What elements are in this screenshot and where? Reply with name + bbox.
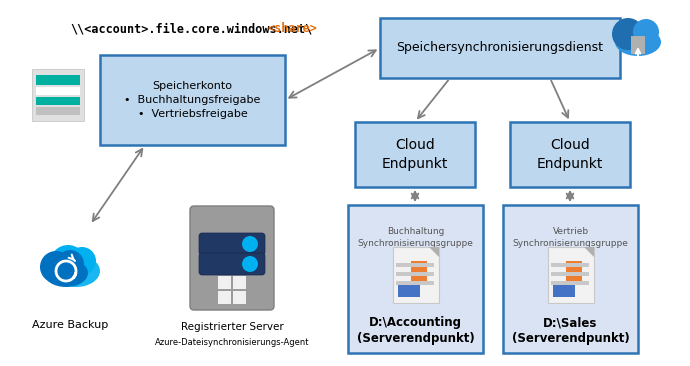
FancyBboxPatch shape [396,281,434,285]
Text: D:\Sales
(Serverendpunkt): D:\Sales (Serverendpunkt) [511,316,629,345]
Polygon shape [584,247,594,257]
FancyBboxPatch shape [190,206,274,310]
Text: D:\Accounting
(Serverendpunkt): D:\Accounting (Serverendpunkt) [357,316,475,345]
FancyBboxPatch shape [510,122,630,187]
Circle shape [612,18,644,50]
FancyBboxPatch shape [233,291,246,304]
Text: Azure Backup: Azure Backup [32,320,108,330]
FancyBboxPatch shape [218,291,231,304]
FancyBboxPatch shape [551,263,589,267]
Circle shape [242,256,258,272]
FancyBboxPatch shape [233,276,246,289]
FancyBboxPatch shape [398,285,420,297]
Text: \\<account>.file.core.windows.net\: \\<account>.file.core.windows.net\ [70,22,313,35]
FancyBboxPatch shape [355,122,475,187]
Text: Buchhaltung
Synchronisierungsgruppe: Buchhaltung Synchronisierungsgruppe [357,227,473,248]
Text: Speicherkonto
•  Buchhaltungsfreigabe
•  Vertriebsfreigabe: Speicherkonto • Buchhaltungsfreigabe • V… [124,81,261,119]
FancyBboxPatch shape [551,272,589,276]
FancyBboxPatch shape [396,272,434,276]
Text: Vertrieb
Synchronisierungsgruppe: Vertrieb Synchronisierungsgruppe [513,227,629,248]
FancyBboxPatch shape [396,263,434,267]
Text: Azure-Dateisynchronisierungs-Agent: Azure-Dateisynchronisierungs-Agent [155,338,309,347]
Circle shape [68,247,96,275]
Circle shape [40,251,72,283]
FancyBboxPatch shape [503,205,638,353]
FancyBboxPatch shape [36,97,80,105]
FancyBboxPatch shape [100,55,285,145]
Text: Speichersynchronisierungsdienst: Speichersynchronisierungsdienst [397,41,604,55]
FancyBboxPatch shape [553,285,575,297]
FancyBboxPatch shape [218,276,231,289]
Text: Cloud
Endpunkt: Cloud Endpunkt [537,138,603,171]
Circle shape [56,250,84,278]
FancyBboxPatch shape [199,253,265,275]
Circle shape [633,19,659,45]
FancyBboxPatch shape [36,87,80,95]
FancyBboxPatch shape [393,247,439,303]
Ellipse shape [615,28,661,56]
FancyBboxPatch shape [551,281,589,285]
FancyBboxPatch shape [199,233,265,255]
Circle shape [50,245,86,281]
FancyBboxPatch shape [566,261,582,283]
Circle shape [242,236,258,252]
FancyBboxPatch shape [348,205,483,353]
FancyBboxPatch shape [631,36,645,54]
FancyBboxPatch shape [411,261,427,283]
Text: Cloud
Endpunkt: Cloud Endpunkt [382,138,448,171]
Ellipse shape [44,259,88,287]
Text: Registrierter Server: Registrierter Server [181,322,284,332]
Ellipse shape [52,255,100,287]
Polygon shape [429,247,439,257]
FancyBboxPatch shape [36,107,80,115]
FancyBboxPatch shape [32,69,84,121]
Text: <share>: <share> [268,22,318,35]
FancyBboxPatch shape [36,75,80,85]
FancyBboxPatch shape [380,18,620,78]
FancyBboxPatch shape [548,247,594,303]
